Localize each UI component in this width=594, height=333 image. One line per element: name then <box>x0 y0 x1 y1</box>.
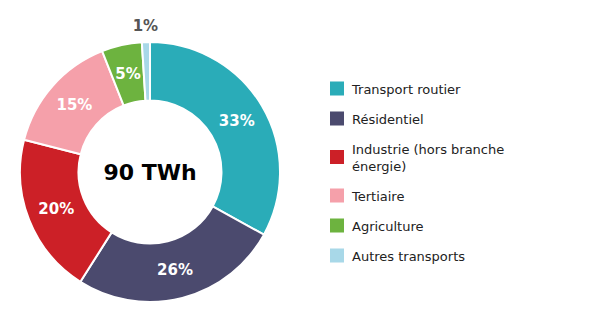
chart-container: 33% 26% 20% 15% 5% 1% 90 TWh Transport routier R… <box>0 0 594 333</box>
legend-entry-line: Tertiaire <box>351 188 404 203</box>
legend-entry-line: Industrie (hors branche <box>352 141 504 156</box>
legend-entry: Industrie (hors branche énergie) <box>352 141 504 173</box>
legend-entry: Autres transports <box>352 248 465 263</box>
legend-entry-line: énergie) <box>352 158 406 173</box>
data-label: 1% <box>133 17 158 35</box>
donut-wedge <box>20 140 112 282</box>
wedges <box>20 42 280 302</box>
legend-swatch <box>330 219 344 233</box>
legend-entry-line: Transport routier <box>351 81 461 96</box>
donut-wedge <box>150 42 280 235</box>
donut-wedge <box>142 42 150 101</box>
center-text: 90 TWh <box>103 160 196 185</box>
legend-entry: Tertiaire <box>351 188 404 203</box>
data-labels: 33% 26% 20% 15% 5% 1% <box>38 17 254 278</box>
legend-entry: Transport routier <box>351 81 461 96</box>
data-label: 33% <box>219 112 255 130</box>
legend-swatch <box>330 82 344 96</box>
data-label: 15% <box>56 96 92 114</box>
legend-entry-line: Autres transports <box>352 248 465 263</box>
legend: Transport routier Résidentiel Industrie (h… <box>330 81 504 263</box>
legend-swatch <box>330 189 344 203</box>
data-label: 5% <box>115 65 140 83</box>
donut-wedge <box>102 42 145 105</box>
legend-swatch <box>330 112 344 126</box>
background <box>0 0 594 333</box>
legend-entry-line: Résidentiel <box>352 111 424 126</box>
chart: 33% 26% 20% 15% 5% 1% 90 TWh Transport routier R… <box>0 0 594 333</box>
legend-swatch <box>330 249 344 263</box>
legend-entry: Résidentiel <box>352 111 424 126</box>
donut-wedge <box>80 206 264 302</box>
legend-swatch <box>330 150 344 164</box>
data-label: 26% <box>157 261 193 279</box>
legend-entry-line: Agriculture <box>352 218 424 233</box>
data-label: 20% <box>38 200 74 218</box>
legend-entry: Agriculture <box>352 218 424 233</box>
